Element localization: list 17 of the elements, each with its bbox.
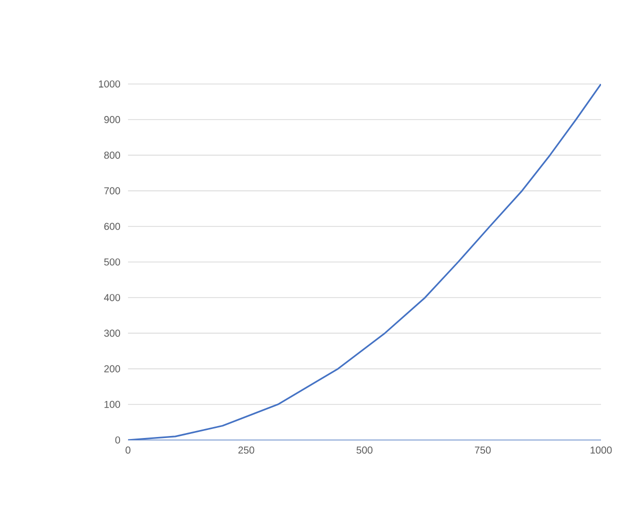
y-tick-label: 600 bbox=[104, 222, 120, 230]
y-tick-label: 300 bbox=[104, 330, 120, 337]
x-tick-label: 0 bbox=[126, 446, 130, 454]
y-tick-label: 200 bbox=[104, 365, 120, 372]
x-tick-label: 250 bbox=[238, 446, 254, 454]
y-tick-label: 500 bbox=[104, 258, 120, 266]
y-tick-label: 900 bbox=[104, 116, 120, 124]
x-tick-label: 750 bbox=[474, 446, 491, 454]
y-tick-label: 700 bbox=[104, 187, 120, 194]
y-tick-label: 800 bbox=[104, 152, 120, 159]
y-tick-label: 1000 bbox=[98, 80, 120, 88]
x-tick-label: 500 bbox=[356, 446, 372, 454]
y-tick-label: 400 bbox=[104, 294, 120, 302]
line-series bbox=[128, 84, 602, 440]
y-tick-label: 100 bbox=[104, 400, 120, 408]
y-tick-label: 0 bbox=[115, 436, 120, 444]
x-tick-label: 1000 bbox=[590, 446, 612, 454]
